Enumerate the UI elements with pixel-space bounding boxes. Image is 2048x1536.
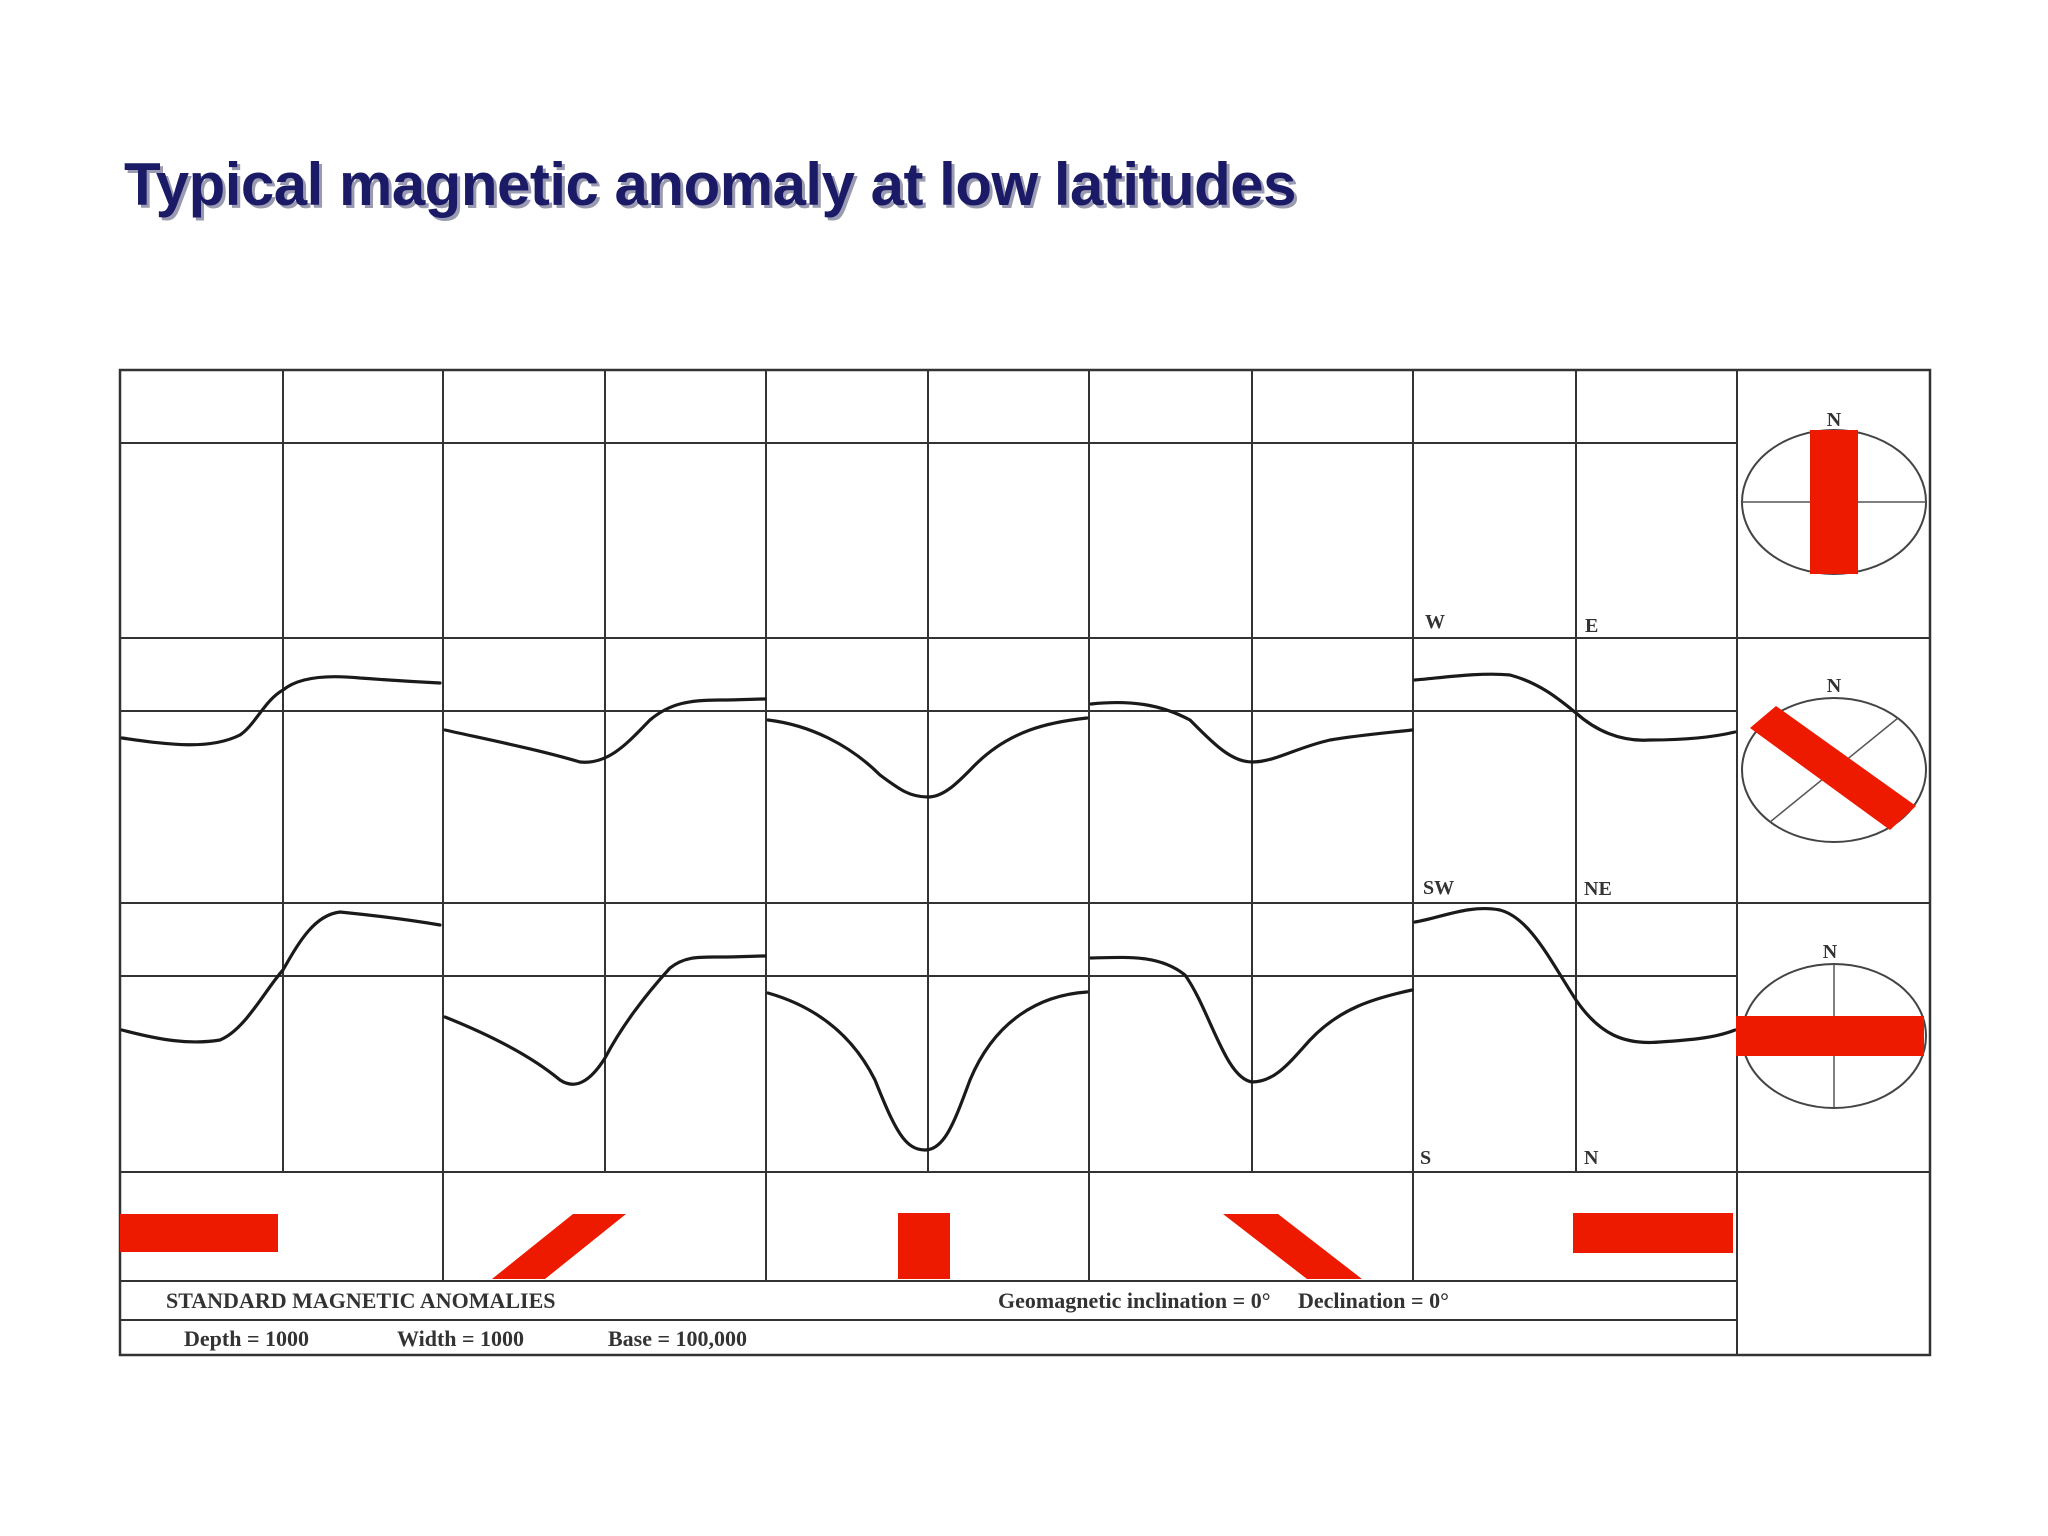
compass-north-label: N — [1827, 409, 1842, 431]
anomaly-curve-dipping-left-row2 — [1089, 955, 1414, 1084]
body-vertical-block — [898, 1213, 950, 1279]
row3-right-direction: N — [1584, 1147, 1599, 1169]
caption-depth: Depth = 1000 — [184, 1326, 309, 1351]
compass-plan-view-ns: N — [1741, 409, 1927, 575]
slide-title: Typical magnetic anomaly at low latitude… — [124, 151, 1297, 218]
row1-left-direction: W — [1425, 611, 1445, 633]
anomaly-curve-vertical-block-row2 — [766, 990, 1089, 1152]
anomaly-curve-dipping-left-row1 — [1089, 700, 1414, 764]
row2-left-direction: SW — [1423, 877, 1454, 899]
row3-left-direction: S — [1420, 1147, 1431, 1169]
caption-base: Base = 100,000 — [608, 1326, 747, 1351]
body-vertical-dike — [120, 1214, 278, 1252]
anomaly-curve-dipping-right-row2 — [443, 954, 767, 1086]
compass-north-label: N — [1827, 675, 1842, 697]
anomaly-curve-dipping-right-row1 — [443, 697, 767, 764]
compass-plan-view-ew: N — [1736, 941, 1927, 1109]
caption-width: Width = 1000 — [397, 1326, 524, 1351]
anomaly-curve-horizontal-row1 — [1413, 672, 1737, 742]
compass-plan-view-nw-se: N — [1741, 675, 1927, 843]
row1-right-direction: E — [1585, 615, 1598, 637]
anomaly-curve-vertical-block-row1 — [766, 716, 1089, 799]
anomaly-curve-vertical-dike-row1 — [120, 675, 442, 747]
body-horizontal-slab — [1573, 1213, 1733, 1253]
body-dipping-right — [492, 1214, 626, 1279]
compass-north-label: N — [1823, 941, 1838, 963]
row2-right-direction: NE — [1584, 878, 1612, 900]
body-dipping-left — [1223, 1214, 1362, 1279]
anomaly-curve-vertical-dike-row2 — [120, 910, 442, 1044]
figure-grid — [118, 368, 1932, 1357]
anomaly-curve-horizontal-row2 — [1413, 906, 1737, 1045]
caption-title: STANDARD MAGNETIC ANOMALIES — [166, 1288, 556, 1313]
caption-parameters: Geomagnetic inclination = 0° Declination… — [998, 1288, 1449, 1313]
